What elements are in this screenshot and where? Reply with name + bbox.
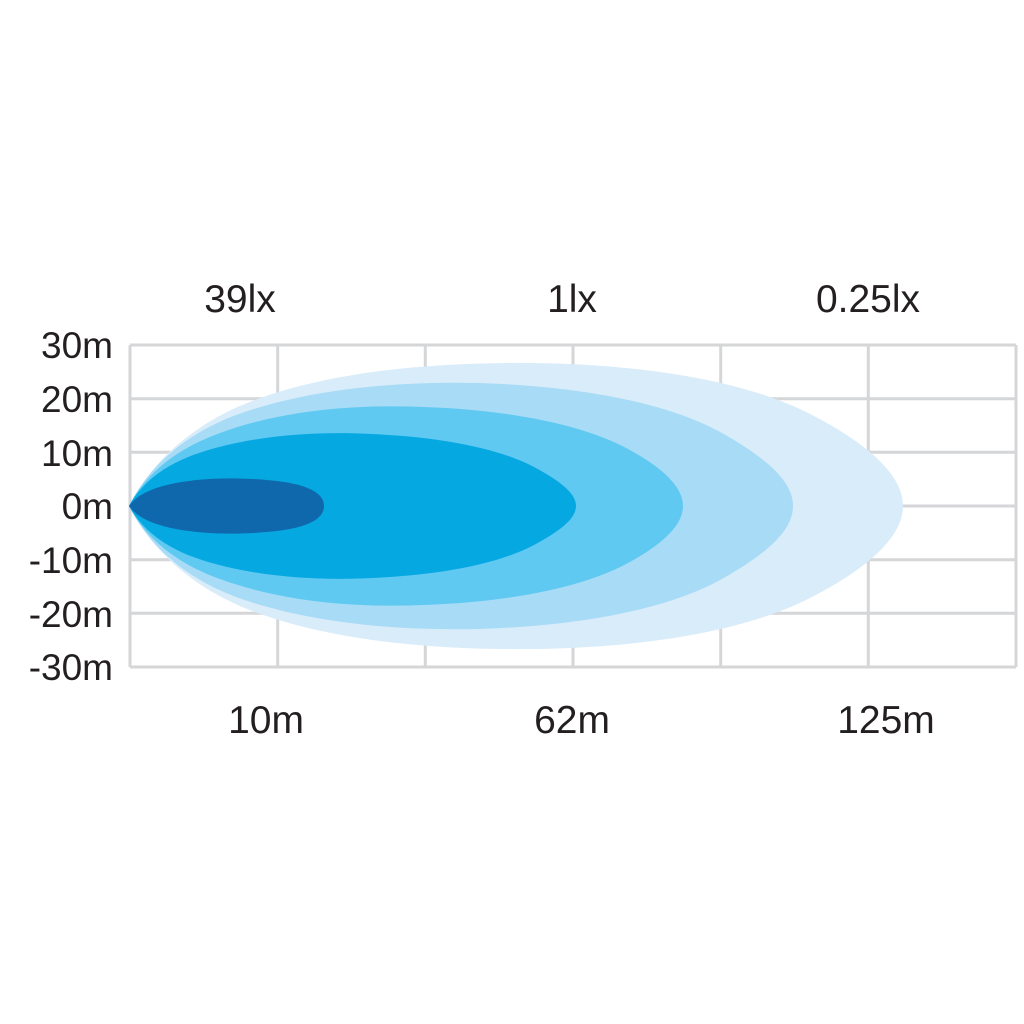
y-tick-30m: 30m [41,325,113,366]
lux-label-1lx: 1lx [547,278,597,321]
y-tick-minus-30m: -30m [29,647,113,688]
x-axis-labels: 10m 62m 125m [228,699,935,742]
y-tick-0m: 0m [62,486,113,527]
isolux-bands [129,362,903,650]
y-tick-10m: 10m [41,433,113,474]
x-tick-125m: 125m [837,699,935,742]
chart-grid-overlay [130,343,1016,669]
y-axis-labels: 30m 20m 10m 0m -10m -20m -30m [29,325,113,688]
y-tick-minus-20m: -20m [29,594,113,635]
y-tick-20m: 20m [41,379,113,420]
y-tick-minus-10m: -10m [29,540,113,581]
isolux-band-12lx [129,433,576,579]
x-tick-10m: 10m [228,699,304,742]
lux-label-39lx: 39lx [204,278,276,321]
x-tick-62m: 62m [534,699,610,742]
lux-label-025lx: 0.25lx [816,278,921,321]
lux-label-group: 39lx 1lx 0.25lx [204,278,920,321]
isolux-band-39lx-core [129,478,324,534]
